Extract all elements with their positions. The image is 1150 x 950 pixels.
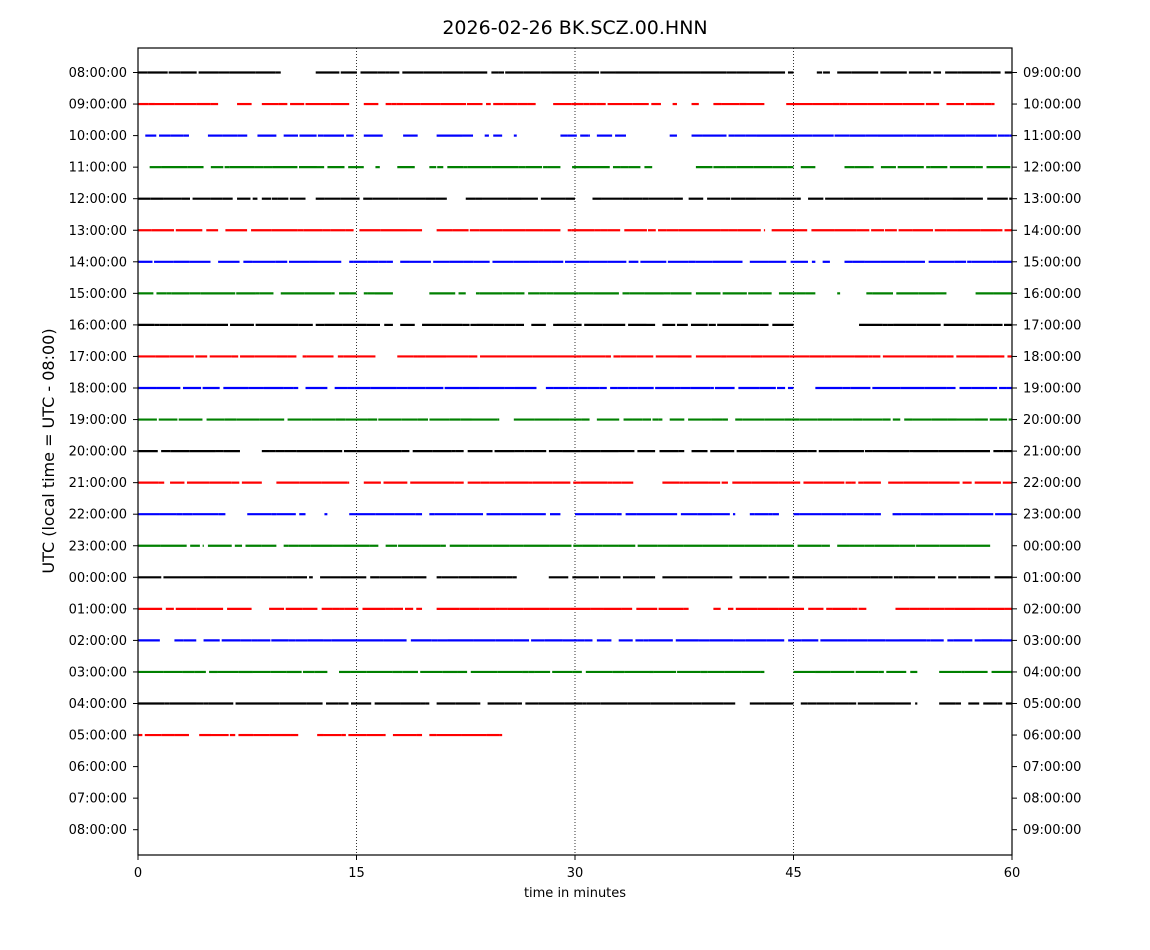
y-tick-label-right: 22:00:00 [1023,476,1081,491]
y-tick-label-right: 15:00:00 [1023,255,1081,270]
y-tick-label-left: 16:00:00 [69,318,127,333]
y-tick-label-left: 09:00:00 [69,98,127,113]
y-tick-label-left: 10:00:00 [69,129,127,144]
y-tick-label-left: 00:00:00 [69,571,127,586]
y-tick-label-right: 01:00:00 [1023,571,1081,586]
y-tick-label-left: 18:00:00 [69,382,127,397]
y-tick-label-left: 12:00:00 [69,192,127,207]
y-tick-label-left: 13:00:00 [69,224,127,239]
y-tick-label-right: 00:00:00 [1023,539,1081,554]
y-tick-label-left: 15:00:00 [69,287,127,302]
y-tick-label-left: 20:00:00 [69,445,127,460]
grid-lines [356,48,794,855]
x-tick-label: 60 [1004,866,1021,881]
x-tick-label: 15 [348,866,365,881]
y-tick-label-right: 13:00:00 [1023,192,1081,207]
y-tick-label-left: 19:00:00 [69,413,127,428]
y-tick-label-right: 16:00:00 [1023,287,1081,302]
y-tick-label-right: 06:00:00 [1023,729,1081,744]
y-axis-label: UTC (local time = UTC - 08:00) [39,328,58,573]
y-tick-label-right: 19:00:00 [1023,382,1081,397]
y-tick-label-right: 11:00:00 [1023,129,1081,144]
y-tick-label-left: 06:00:00 [69,760,127,775]
y-tick-label-right: 23:00:00 [1023,508,1081,523]
y-tick-label-left: 17:00:00 [69,350,127,365]
y-tick-label-right: 20:00:00 [1023,413,1081,428]
y-tick-label-left: 08:00:00 [69,823,127,838]
y-tick-label-right: 14:00:00 [1023,224,1081,239]
y-tick-label-left: 22:00:00 [69,508,127,523]
y-tick-label-left: 11:00:00 [69,161,127,176]
y-tick-label-left: 03:00:00 [69,665,127,680]
y-tick-label-left: 01:00:00 [69,602,127,617]
data-traces [138,71,1012,737]
y-tick-label-right: 10:00:00 [1023,98,1081,113]
y-tick-label-left: 05:00:00 [69,729,127,744]
y-tick-label-left: 21:00:00 [69,476,127,491]
y-tick-label-right: 18:00:00 [1023,350,1081,365]
x-tick-label: 0 [134,866,142,881]
y-tick-label-right: 12:00:00 [1023,161,1081,176]
y-tick-label-left: 14:00:00 [69,255,127,270]
x-axis-label: time in minutes [524,886,626,901]
y-tick-label-right: 09:00:00 [1023,66,1081,81]
chart-title: 2026-02-26 BK.SCZ.00.HNN [442,17,707,39]
y-tick-label-right: 03:00:00 [1023,634,1081,649]
y-tick-label-right: 07:00:00 [1023,760,1081,775]
y-tick-label-right: 21:00:00 [1023,445,1081,460]
y-tick-label-right: 04:00:00 [1023,665,1081,680]
y-tick-label-left: 08:00:00 [69,66,127,81]
y-tick-label-left: 04:00:00 [69,697,127,712]
right-y-axis: 09:00:00 10:00:00 11:00:00 12:00:00 13:00:00… [1012,66,1081,838]
y-tick-label-right: 02:00:00 [1023,602,1081,617]
y-tick-label-left: 23:00:00 [69,539,127,554]
x-tick-label: 30 [567,866,584,881]
y-tick-label-left: 02:00:00 [69,634,127,649]
y-tick-label-right: 08:00:00 [1023,792,1081,807]
x-tick-label: 45 [785,866,802,881]
x-axis: 0 15 30 45 60 [134,855,1020,881]
y-tick-label-left: 07:00:00 [69,792,127,807]
y-tick-label-right: 05:00:00 [1023,697,1081,712]
y-tick-label-right: 09:00:00 [1023,823,1081,838]
left-y-axis: 08:00:00 09:00:00 10:00:00 11:00:00 12:00:00… [69,66,138,838]
y-tick-label-right: 17:00:00 [1023,318,1081,333]
